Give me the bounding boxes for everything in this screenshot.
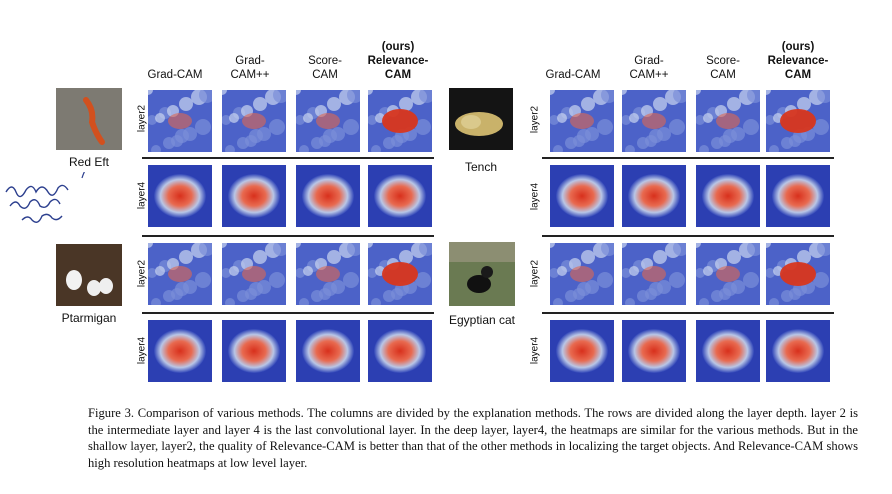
heatmap-tile <box>296 243 360 305</box>
egyptian-cat-thumbnail <box>449 242 515 306</box>
right-col-header-scorecam-line2: CAM <box>710 69 736 81</box>
right-col-header-gradcam-text: Grad-CAM <box>545 69 601 81</box>
left-divider-3 <box>142 312 434 314</box>
heatmap-tile <box>550 243 614 305</box>
heatmap-tile <box>296 165 360 227</box>
heatmap-tile <box>148 90 212 152</box>
handwritten-note <box>2 135 117 232</box>
left-col-header-relevancecam-line2: Relevance- <box>367 55 429 67</box>
row-label-egyptian-cat-layer2: layer2 <box>529 259 541 288</box>
right-divider-2 <box>542 235 834 237</box>
heatmap-tile <box>296 90 360 152</box>
sample-label-ptarmigan: Ptarmigan <box>61 311 117 325</box>
left-col-header-relevancecam-line1: (ours) <box>381 41 415 53</box>
heatmap-tile <box>368 165 432 227</box>
heatmap-tile <box>696 165 760 227</box>
heatmap-tile <box>622 320 686 382</box>
heatmap-tile <box>696 90 760 152</box>
heatmap-tile <box>368 243 432 305</box>
right-col-header-gradcam: Grad-CAM <box>535 68 611 82</box>
right-col-header-gradcampp-line1: Grad- <box>634 55 664 67</box>
left-col-header-gradcam: Grad-CAM <box>140 68 210 82</box>
row-label-ptarmigan-layer4: layer4 <box>136 336 148 365</box>
heatmap-tile <box>148 320 212 382</box>
heatmap-tile <box>222 320 286 382</box>
right-col-header-relevancecam-line3: CAM <box>784 69 812 81</box>
right-col-header-scorecam-line1: Score- <box>706 55 740 67</box>
left-col-header-gradcampp-line2: CAM++ <box>230 69 270 81</box>
tench-thumbnail <box>449 88 513 150</box>
heatmap-tile <box>766 165 830 227</box>
heatmap-tile <box>368 320 432 382</box>
heatmap-tile <box>222 243 286 305</box>
row-label-tench-layer4: layer4 <box>529 182 541 211</box>
heatmap-tile <box>296 320 360 382</box>
right-col-header-scorecam: Score- CAM <box>688 54 758 82</box>
heatmap-tile <box>622 165 686 227</box>
heatmap-tile <box>696 320 760 382</box>
heatmap-tile <box>550 165 614 227</box>
right-divider-3 <box>542 312 834 314</box>
heatmap-tile <box>550 320 614 382</box>
heatmap-tile <box>622 90 686 152</box>
heatmap-tile <box>622 243 686 305</box>
left-col-header-scorecam: Score- CAM <box>290 54 360 82</box>
row-label-red-eft-layer2: layer2 <box>136 104 148 133</box>
left-col-header-scorecam-line1: Score- <box>308 55 342 67</box>
heatmap-tile <box>148 243 212 305</box>
right-col-header-relevancecam-line2: Relevance- <box>767 55 829 67</box>
right-col-header-gradcampp-line2: CAM++ <box>629 69 669 81</box>
row-label-red-eft-layer4: layer4 <box>136 181 148 210</box>
heatmap-tile <box>766 243 830 305</box>
red-eft-thumbnail <box>56 88 122 150</box>
right-col-header-relevancecam: (ours) Relevance- CAM <box>758 40 838 82</box>
heatmap-tile <box>696 243 760 305</box>
figure-caption: Figure 3. Comparison of various methods.… <box>88 406 858 470</box>
sample-label-egyptian-cat: Egyptian cat <box>448 313 516 327</box>
left-divider-2 <box>142 235 434 237</box>
right-col-header-relevancecam-line1: (ours) <box>781 41 815 53</box>
left-col-header-gradcam-text: Grad-CAM <box>147 69 203 81</box>
heatmap-tile <box>148 165 212 227</box>
heatmap-tile <box>550 90 614 152</box>
sample-label-tench: Tench <box>464 160 498 174</box>
left-col-header-relevancecam: (ours) Relevance- CAM <box>360 40 436 82</box>
heatmap-tile <box>368 90 432 152</box>
row-label-tench-layer2: layer2 <box>529 105 541 134</box>
left-col-header-scorecam-line2: CAM <box>312 69 338 81</box>
ptarmigan-thumbnail <box>56 244 122 306</box>
row-label-ptarmigan-layer2: layer2 <box>136 259 148 288</box>
left-divider-1 <box>142 157 434 159</box>
left-col-header-gradcampp: Grad- CAM++ <box>215 54 285 82</box>
heatmap-tile <box>222 90 286 152</box>
right-divider-1 <box>542 157 834 159</box>
right-col-header-gradcampp: Grad- CAM++ <box>614 54 684 82</box>
left-col-header-relevancecam-line3: CAM <box>384 69 412 81</box>
heatmap-tile <box>766 320 830 382</box>
heatmap-tile <box>766 90 830 152</box>
sample-label-red-eft: Red Eft <box>68 155 110 169</box>
left-col-header-gradcampp-line1: Grad- <box>235 55 265 67</box>
heatmap-tile <box>222 165 286 227</box>
row-label-egyptian-cat-layer4: layer4 <box>529 336 541 365</box>
